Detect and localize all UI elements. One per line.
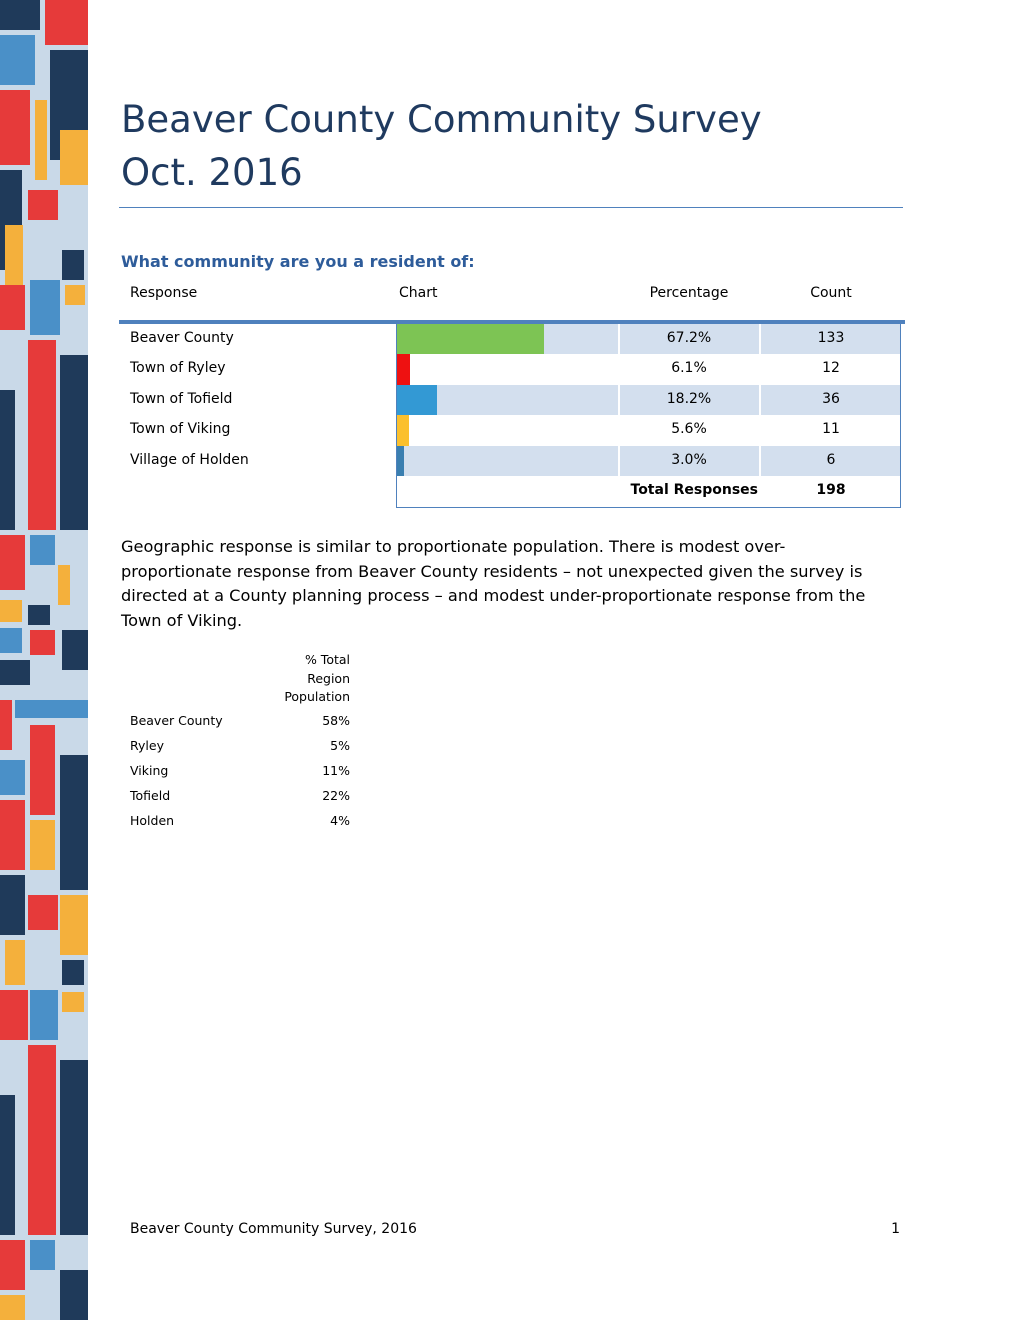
- percentage: 6.1%: [671, 360, 707, 377]
- bar: [397, 324, 545, 355]
- cell-divider: [618, 384, 620, 416]
- row-shade: [397, 445, 900, 476]
- column-header: Percentage: [649, 285, 729, 301]
- population-share: 11%: [322, 763, 350, 778]
- total-label: Total Responses: [630, 482, 759, 498]
- population-share: 5%: [330, 738, 350, 753]
- cell-divider: [618, 354, 620, 385]
- paragraph: Geographic response is similar to propor…: [121, 537, 866, 630]
- total: 198: [816, 482, 846, 498]
- population-share: 4%: [330, 813, 350, 828]
- cell-divider: [759, 445, 761, 476]
- column-header: Chart: [399, 285, 438, 301]
- response-label: Beaver County: [130, 330, 234, 346]
- table-border: [396, 507, 901, 508]
- subtitle: Oct. 2016: [121, 151, 303, 194]
- title-rule: [119, 207, 903, 208]
- population-name: Holden: [130, 813, 175, 828]
- row-shade: [397, 384, 900, 416]
- percentage: 5.6%: [671, 421, 707, 438]
- column-header: Response: [130, 285, 198, 301]
- cell-divider: [618, 324, 620, 355]
- population-name: Ryley: [130, 738, 164, 753]
- bar: [397, 445, 404, 476]
- count: 6: [826, 451, 836, 468]
- population-share: 58%: [322, 713, 350, 728]
- cell-divider: [618, 445, 620, 476]
- table-border: [900, 322, 901, 508]
- header-rule: [119, 320, 905, 324]
- population-share: 22%: [322, 788, 350, 803]
- response-label: Village of Holden: [130, 451, 249, 468]
- table-border: [396, 322, 397, 508]
- cell-divider: [759, 415, 761, 446]
- footer-text: Beaver County Community Survey, 2016: [130, 1221, 417, 1237]
- bar: [397, 354, 411, 385]
- response-label: Town of Tofield: [130, 390, 233, 407]
- count: 12: [822, 360, 840, 377]
- page-number: 1: [891, 1221, 900, 1237]
- title: Beaver County Community Survey: [121, 98, 762, 141]
- response-label: Town of Ryley: [130, 360, 226, 377]
- count: 11: [822, 421, 840, 438]
- question: What community are you a resident of:: [121, 252, 475, 271]
- cell-divider: [759, 354, 761, 385]
- population-name: Tofield: [130, 788, 171, 803]
- cell-divider: [759, 384, 761, 416]
- population-name: Viking: [130, 763, 169, 778]
- cell-divider: [618, 415, 620, 446]
- percentage: 3.0%: [671, 451, 707, 468]
- bar: [397, 415, 410, 446]
- count: 36: [822, 390, 840, 407]
- percentage: 67.2%: [666, 330, 712, 346]
- count: 133: [817, 330, 845, 346]
- column-header: Count: [810, 285, 852, 301]
- cell-divider: [759, 324, 761, 355]
- percentage: 18.2%: [666, 390, 712, 407]
- population-name: Beaver County: [130, 713, 223, 728]
- population-header: % Total Region Population: [284, 652, 350, 704]
- response-label: Town of Viking: [130, 421, 231, 438]
- response-table: Response Chart Percentage Count Beaver Count…: [0, 0, 1020, 520]
- bar: [397, 384, 437, 416]
- mosaic-stripe: [0, 0, 88, 1320]
